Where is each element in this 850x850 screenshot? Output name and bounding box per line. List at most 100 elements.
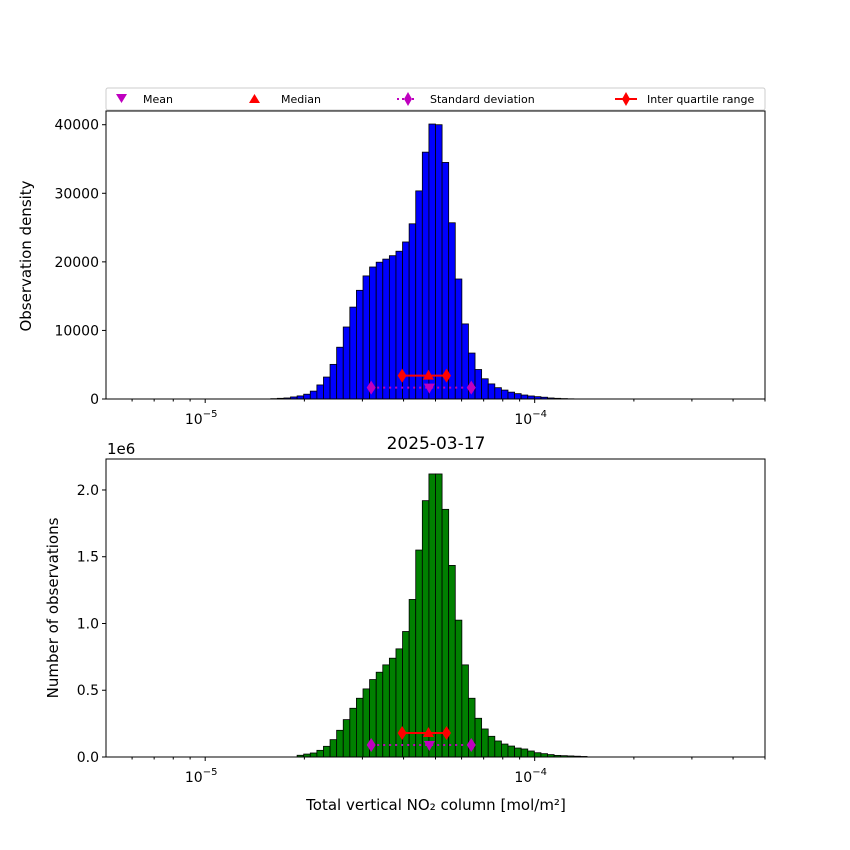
histogram-bar [336, 729, 344, 758]
histogram-bar [481, 728, 489, 758]
histogram-bar [448, 222, 456, 400]
histogram-bar [388, 255, 397, 400]
y-tick-label: 1.0 [77, 616, 99, 632]
legend-mean-label: Mean [143, 93, 173, 106]
histogram-bar [435, 124, 443, 400]
y-tick-label: 1.5 [77, 550, 99, 566]
y-tick-label: 0 [90, 392, 99, 408]
histogram-bar [520, 394, 529, 400]
histogram-bar [309, 390, 318, 400]
x-tick-label: 10−4 [514, 767, 547, 786]
legend: Mean Median Standard deviation Inter qua… [105, 87, 766, 111]
histogram-bar [323, 376, 331, 400]
histogram-bar [316, 749, 324, 758]
histogram-bar [494, 387, 502, 400]
histogram-bar [356, 289, 364, 400]
histogram-bar [342, 719, 351, 758]
histogram-bar [533, 752, 542, 758]
histogram-bar [441, 508, 450, 758]
histogram-bar [356, 697, 364, 758]
histogram-bar [369, 266, 377, 400]
std-diamond-marker [466, 380, 476, 395]
histogram-bar [382, 664, 390, 758]
histogram-bar [441, 162, 450, 400]
legend-iqr-label: Inter quartile range [647, 93, 754, 106]
histogram-bar [507, 745, 515, 758]
legend-frame [105, 87, 766, 111]
median-marker [422, 726, 434, 737]
median-marker [422, 369, 434, 380]
x-tick-exponent: −5 [203, 409, 218, 420]
histogram-bar [428, 123, 436, 400]
histogram-bar [500, 743, 509, 758]
mean-marker [423, 740, 435, 751]
top-histogram-panel: 0 10000 20000 30000 40000 10−5 10−4 [54, 110, 766, 428]
histogram-bar [329, 739, 338, 758]
histogram-bar [316, 384, 324, 400]
histogram-bar [500, 389, 509, 400]
histogram-bar [421, 151, 430, 400]
histogram-bar [494, 740, 502, 758]
x-tick-label: 10−5 [185, 409, 218, 428]
histogram-bar [448, 565, 456, 758]
histogram-bar [395, 648, 403, 758]
std-diamond-icon [404, 92, 412, 106]
iqr-diamond-marker [442, 725, 452, 740]
histogram-bar [474, 369, 483, 400]
bottom-y-axis-label: Number of observations [44, 517, 62, 698]
std-diamond-marker [366, 380, 376, 395]
histogram-bar [329, 363, 338, 400]
y-offset-label: 1e6 [107, 440, 135, 458]
x-tick-label: 10−5 [185, 767, 218, 786]
histogram-bar [388, 657, 397, 758]
histogram-bar [349, 306, 357, 400]
y-tick-label: 40000 [54, 118, 99, 134]
y-tick-label: 30000 [54, 186, 99, 202]
histogram-bar [375, 261, 384, 400]
histogram-bar [527, 750, 535, 758]
histogram-bar [375, 671, 384, 758]
y-tick-label: 20000 [54, 255, 99, 271]
histogram-bar [342, 326, 351, 400]
median-marker-icon [249, 94, 260, 103]
histogram-bar [408, 223, 417, 400]
histogram-bar [514, 393, 522, 400]
histogram-bar [454, 619, 463, 758]
histogram-bar [421, 500, 430, 758]
histogram-bar [514, 747, 522, 758]
y-tick-label: 2.0 [77, 483, 99, 499]
y-tick-label: 10000 [54, 323, 99, 339]
histogram-bar [415, 190, 423, 400]
histogram-bar [507, 391, 515, 400]
iqr-diamond-marker [442, 368, 452, 383]
histogram-bar [435, 473, 443, 758]
histogram-bar [402, 631, 410, 758]
histogram-bar [461, 664, 469, 758]
histogram-bar [349, 707, 357, 758]
mean-marker-icon [116, 94, 127, 103]
std-diamond-marker [366, 737, 376, 752]
iqr-diamond-icon [622, 92, 630, 106]
y-tick-label: 0.0 [77, 750, 99, 766]
iqr-diamond-marker [397, 368, 407, 383]
iqr-diamond-marker [397, 725, 407, 740]
histogram-bar [415, 549, 423, 758]
histogram-bar [382, 258, 390, 400]
histogram-bar [323, 745, 331, 758]
legend-median-label: Median [281, 93, 321, 106]
histogram-bar [487, 735, 496, 758]
histogram-bar [454, 278, 463, 400]
x-tick-exponent: −5 [203, 767, 218, 778]
x-tick-exponent: −4 [532, 409, 547, 420]
chart-title: 2025-03-17 [387, 434, 486, 454]
histogram-bar [520, 748, 529, 758]
histogram-bar [362, 275, 371, 400]
std-diamond-marker [466, 737, 476, 752]
x-axis-label: Total vertical NO₂ column [mol/m²] [305, 796, 566, 814]
histogram-bar [474, 717, 483, 758]
y-tick-label: 0.5 [77, 683, 99, 699]
bottom-histogram-panel: 0.0 0.5 1.0 1.5 2.0 10−5 10−4 [77, 458, 766, 786]
histogram-bar [487, 383, 496, 400]
legend-std-label: Standard deviation [430, 93, 535, 106]
